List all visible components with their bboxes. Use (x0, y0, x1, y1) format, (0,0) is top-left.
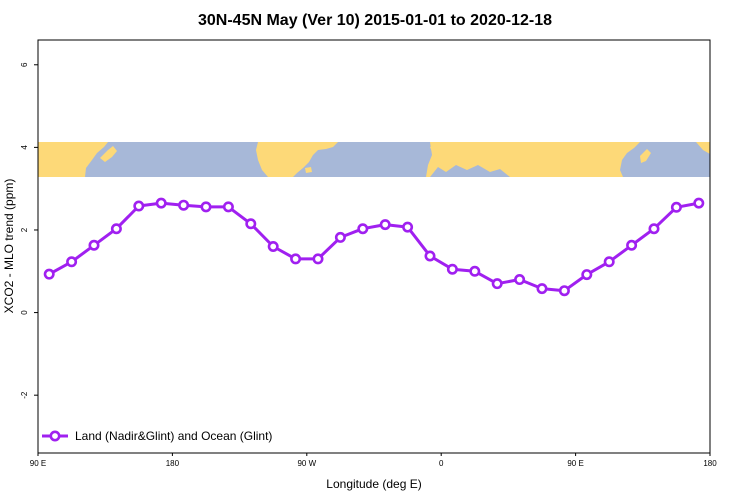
legend: Land (Nadir&Glint) and Ocean (Glint) (42, 429, 272, 443)
y-tick-label: 4 (20, 145, 29, 150)
y-tick-label: 6 (20, 62, 29, 67)
series-line (48, 201, 700, 293)
data-point (334, 231, 346, 243)
series-line-group (43, 197, 705, 297)
x-tick-label: 180 (703, 459, 717, 468)
data-point (267, 241, 279, 253)
data-point (290, 253, 302, 265)
map-land (430, 145, 439, 154)
y-tick-label: 0 (20, 310, 29, 315)
world-map-strip (38, 142, 710, 177)
x-tick-label: 90 W (297, 459, 316, 468)
x-tick-label: 90 E (567, 459, 583, 468)
data-point (222, 201, 234, 213)
data-point (245, 218, 257, 230)
legend-label: Land (Nadir&Glint) and Ocean (Glint) (75, 429, 272, 443)
map-land (38, 142, 108, 177)
data-point (424, 250, 436, 262)
data-point (648, 223, 660, 235)
data-point (88, 239, 100, 251)
x-axis-label: Longitude (deg E) (326, 477, 421, 491)
data-point (514, 274, 526, 286)
data-point (581, 269, 593, 281)
data-point (558, 285, 570, 297)
map-land (640, 149, 651, 163)
data-point (200, 201, 212, 213)
data-point (670, 201, 682, 213)
chart-title: 30N-45N May (Ver 10) 2015-01-01 to 2020-… (198, 12, 552, 29)
data-point (43, 268, 55, 280)
legend-marker-swatch (49, 430, 61, 442)
map-land (305, 167, 312, 173)
data-point (379, 219, 391, 231)
data-point (357, 223, 369, 235)
data-point (312, 253, 324, 265)
x-tick-label: 90 E (30, 459, 46, 468)
map-land (256, 142, 338, 177)
map-land (696, 142, 710, 154)
data-point (491, 278, 503, 290)
data-point (469, 265, 481, 277)
data-point (536, 283, 548, 295)
data-point (133, 200, 145, 212)
data-point (446, 263, 458, 275)
data-point (626, 239, 638, 251)
x-tick-label: 0 (439, 459, 444, 468)
x-tick-label: 180 (166, 459, 180, 468)
y-axis: -2 0 2 4 6 (20, 62, 38, 399)
map-land (426, 142, 640, 177)
data-point (110, 223, 122, 235)
y-tick-label: -2 (20, 391, 29, 399)
y-axis-label: XCO2 - MLO trend (ppm) (2, 179, 16, 314)
x-axis: 90 E 180 90 W 0 90 E 180 (30, 453, 717, 468)
data-point (402, 221, 414, 233)
data-point (66, 256, 78, 268)
y-tick-label: 2 (20, 227, 29, 232)
data-point (693, 197, 705, 209)
map-land (100, 146, 117, 162)
data-point (155, 197, 167, 209)
plot-frame (37, 39, 711, 454)
data-point (178, 199, 190, 211)
data-point (603, 256, 615, 268)
